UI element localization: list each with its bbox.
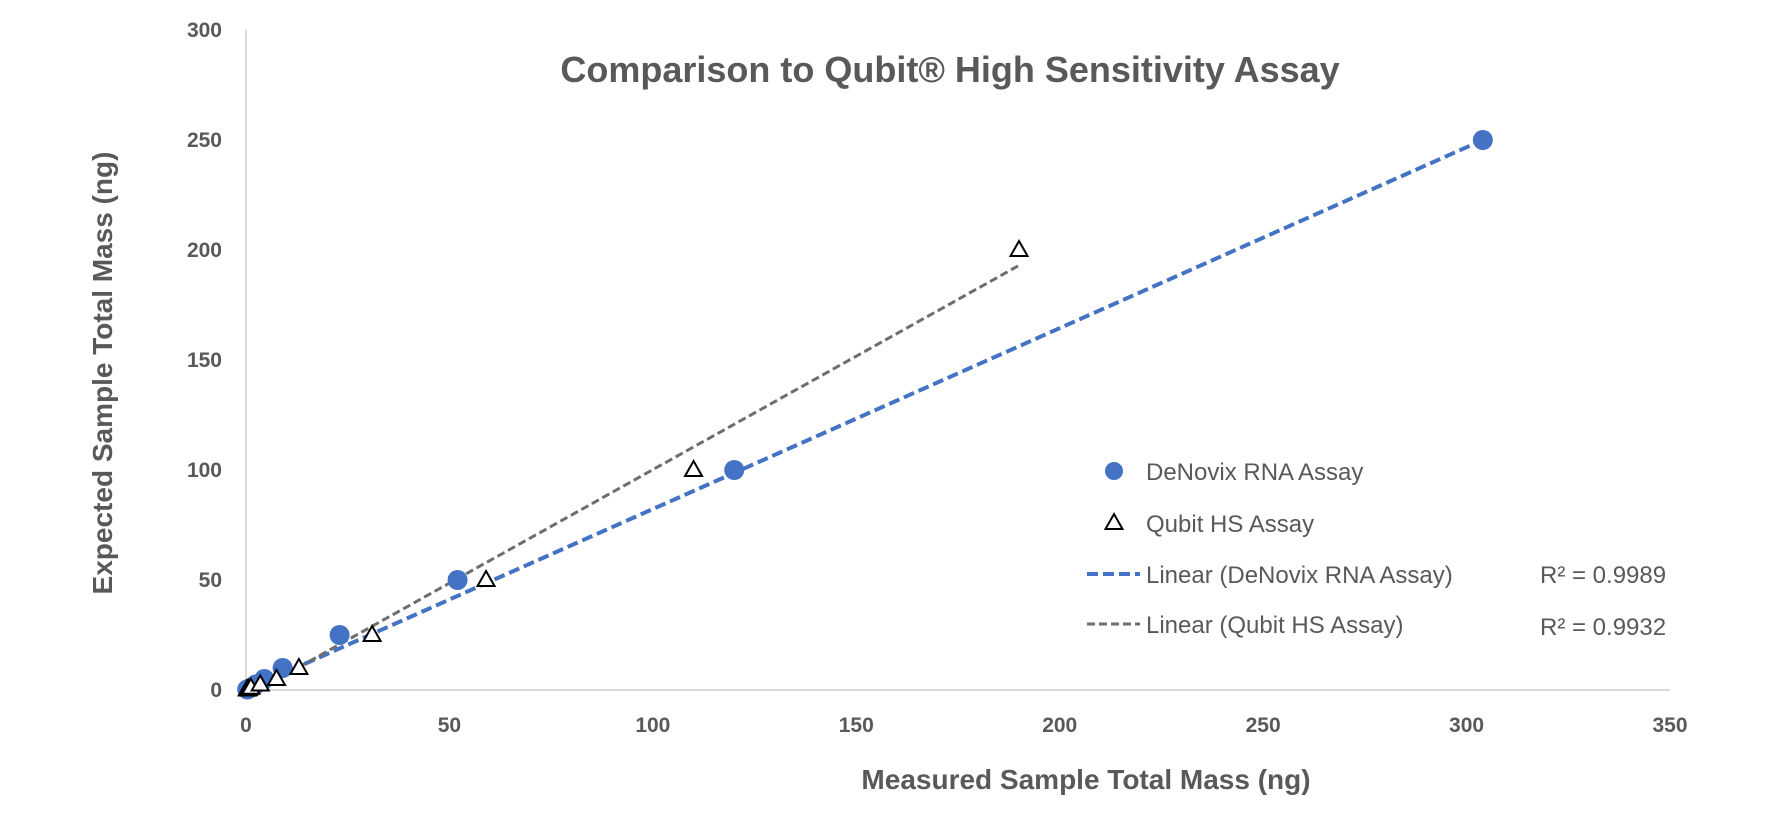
qubit-point	[266, 667, 287, 686]
y-tick-label: 100	[187, 459, 222, 482]
x-tick-label: 100	[635, 714, 670, 737]
y-axis-title: Expected Sample Total Mass (ng)	[87, 152, 118, 595]
legend-marker-denovix	[1105, 462, 1123, 480]
x-tick-label: 300	[1449, 714, 1484, 737]
chart-title: Comparison to Qubit® High Sensitivity As…	[560, 49, 1339, 90]
x-tick-label: 200	[1042, 714, 1077, 737]
denovix-point	[329, 625, 350, 645]
y-tick-labels: 0 50 100 150 200 250 300	[187, 19, 222, 702]
data-markers	[237, 130, 1493, 700]
trendlines	[245, 138, 1484, 698]
x-tick-label: 0	[240, 714, 252, 737]
r2-label-qubit: R² = 0.9932	[1540, 614, 1666, 641]
y-tick-label: 50	[199, 569, 222, 592]
x-axis-title: Measured Sample Total Mass (ng)	[861, 764, 1310, 795]
qubit-point	[475, 568, 497, 587]
legend-label-denovix: DeNovix RNA Assay	[1146, 459, 1363, 486]
x-tick-label: 350	[1652, 714, 1687, 737]
legend-label-qubit: Qubit HS Assay	[1146, 511, 1314, 538]
y-tick-label: 150	[187, 349, 222, 372]
trendline-denovix	[245, 138, 1484, 692]
legend-label-qubit-trend: Linear (Qubit HS Assay)	[1146, 612, 1403, 639]
qubit-point	[683, 458, 704, 477]
denovix-point	[447, 570, 468, 590]
x-tick-label: 250	[1246, 714, 1281, 737]
r2-label-denovix: R² = 0.9989	[1540, 562, 1666, 589]
legend-marker-qubit	[1103, 511, 1125, 530]
trendline-qubit	[245, 264, 1020, 698]
denovix-point	[724, 460, 745, 480]
qubit-point	[250, 673, 271, 692]
qubit-point	[361, 623, 383, 642]
denovix-point	[1472, 130, 1493, 150]
qubit-point	[288, 656, 310, 675]
y-tick-label: 200	[187, 239, 222, 262]
qubit-point	[1008, 238, 1030, 257]
y-tick-label: 0	[210, 679, 222, 702]
x-tick-label: 50	[438, 714, 461, 737]
y-tick-label: 300	[187, 19, 222, 42]
legend-label-denovix-trend: Linear (DeNovix RNA Assay)	[1146, 562, 1453, 589]
y-tick-label: 250	[187, 129, 222, 152]
x-tick-labels: 0 50 100 150 200 250 300 350	[240, 714, 1687, 737]
legend: DeNovix RNA Assay Qubit HS Assay Linear …	[1087, 459, 1666, 641]
x-tick-label: 150	[839, 714, 874, 737]
